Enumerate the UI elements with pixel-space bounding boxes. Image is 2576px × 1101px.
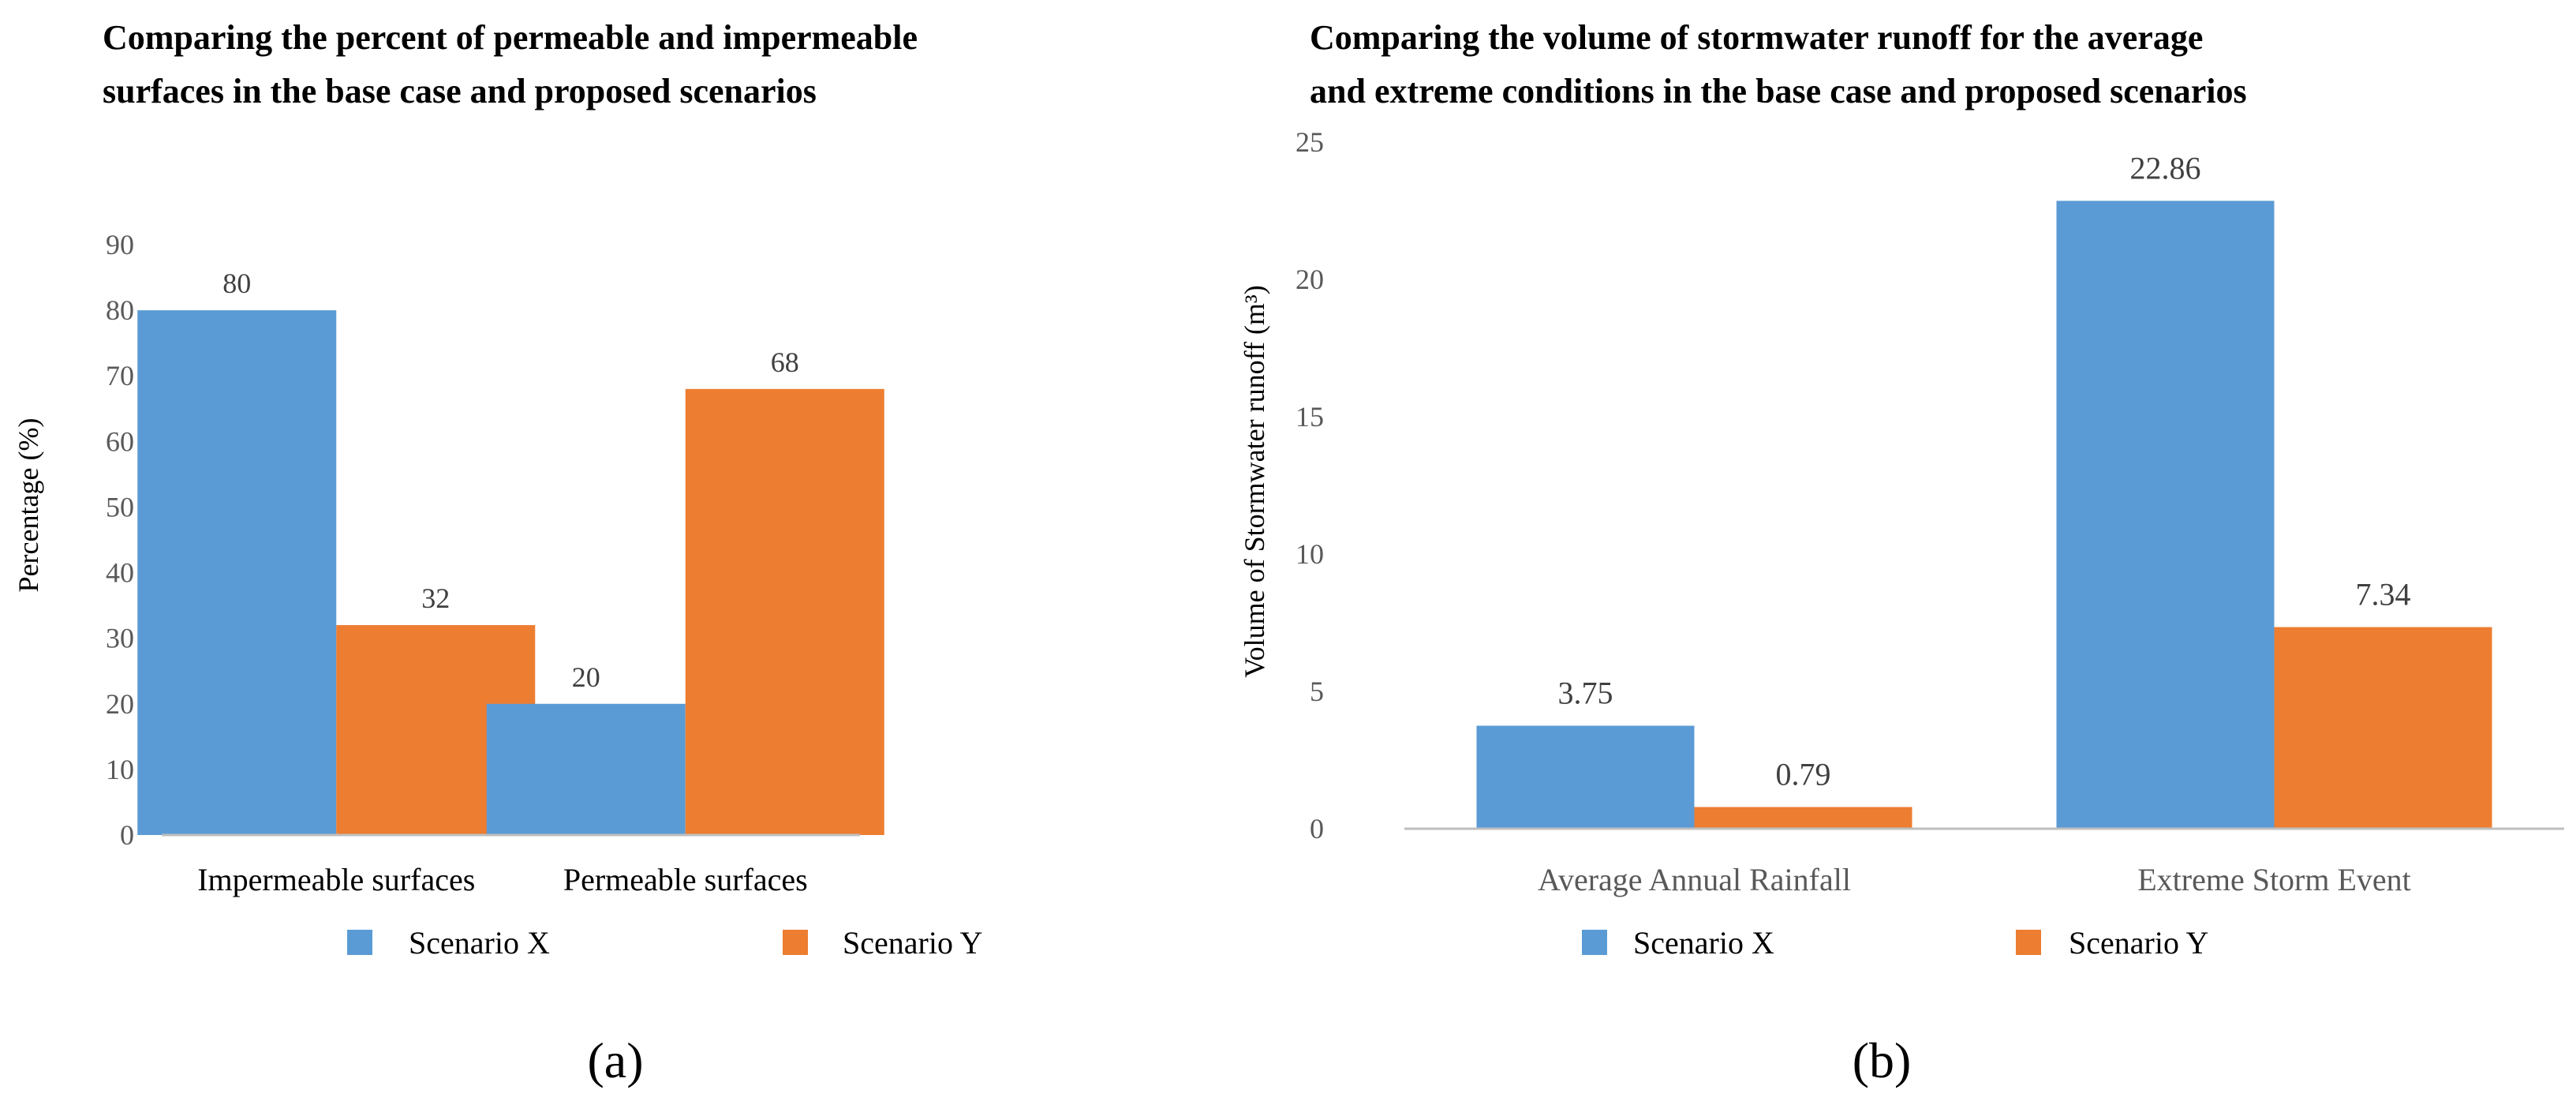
bar-scenario-y bbox=[1694, 807, 1912, 829]
panel-letter: (b) bbox=[1853, 1032, 1912, 1088]
y-tick-label: 20 bbox=[106, 688, 134, 720]
chart-title-line: Comparing the percent of permeable and i… bbox=[103, 18, 918, 57]
y-tick-label: 20 bbox=[1295, 264, 1324, 295]
y-tick-label: 10 bbox=[106, 754, 134, 785]
bar-scenario-x bbox=[1476, 725, 1695, 829]
y-tick-label: 50 bbox=[106, 491, 134, 522]
y-tick-label: 15 bbox=[1295, 401, 1324, 433]
data-label: 68 bbox=[771, 346, 799, 378]
bar-scenario-x bbox=[486, 703, 686, 835]
bar-scenario-y bbox=[685, 388, 884, 835]
legend-swatch bbox=[1582, 930, 1607, 955]
chart-a-svg: Comparing the percent of permeable and i… bbox=[13, 18, 982, 1088]
panel-letter: (a) bbox=[587, 1032, 643, 1088]
legend-swatch bbox=[347, 930, 372, 955]
chart-b-svg: Comparing the volume of stormwater runof… bbox=[1239, 18, 2564, 1088]
x-category-label: Impermeable surfaces bbox=[197, 862, 475, 897]
chart-title-line: surfaces in the base case and proposed s… bbox=[103, 72, 817, 110]
data-label: 7.34 bbox=[2356, 577, 2411, 612]
y-tick-label: 90 bbox=[106, 229, 134, 260]
y-tick-label: 10 bbox=[1295, 538, 1324, 570]
data-label: 80 bbox=[222, 268, 251, 299]
legend-label: Scenario X bbox=[409, 925, 550, 961]
chart-panel-a: Comparing the percent of permeable and i… bbox=[0, 0, 1262, 1097]
x-category-label: Permeable surfaces bbox=[563, 862, 808, 897]
y-tick-label: 0 bbox=[120, 819, 134, 851]
bar-scenario-y bbox=[2274, 627, 2492, 829]
y-tick-label: 80 bbox=[106, 294, 134, 326]
bar-scenario-x bbox=[2056, 200, 2275, 829]
chart-title-line: and extreme conditions in the base case … bbox=[1310, 72, 2247, 110]
y-axis-label: Volume of Stormwater runoff (m³) bbox=[1239, 285, 1270, 677]
y-tick-label: 70 bbox=[106, 360, 134, 391]
chart-title-line: Comparing the volume of stormwater runof… bbox=[1310, 18, 2203, 57]
y-tick-label: 30 bbox=[106, 623, 134, 654]
x-category-label: Extreme Storm Event bbox=[2137, 862, 2411, 897]
bar-scenario-x bbox=[137, 310, 337, 836]
data-label: 22.86 bbox=[2130, 150, 2201, 185]
x-category-label: Average Annual Rainfall bbox=[1538, 862, 1851, 897]
y-tick-label: 25 bbox=[1295, 126, 1324, 158]
data-label: 20 bbox=[572, 661, 600, 693]
legend-label: Scenario X bbox=[1633, 925, 1774, 961]
legend-label: Scenario Y bbox=[2069, 925, 2208, 961]
data-label: 32 bbox=[421, 582, 450, 614]
data-label: 0.79 bbox=[1776, 757, 1831, 792]
data-label: 3.75 bbox=[1558, 676, 1613, 711]
y-tick-label: 5 bbox=[1310, 676, 1324, 707]
legend-label: Scenario Y bbox=[843, 925, 982, 961]
legend-swatch bbox=[783, 930, 808, 955]
chart-panel-b: Comparing the volume of stormwater runof… bbox=[1231, 0, 2576, 1097]
legend-swatch bbox=[2016, 930, 2041, 955]
y-axis-label: Percentage (%) bbox=[13, 418, 44, 593]
y-tick-label: 60 bbox=[106, 425, 134, 457]
y-tick-label: 40 bbox=[106, 557, 134, 589]
y-tick-label: 0 bbox=[1310, 813, 1324, 844]
